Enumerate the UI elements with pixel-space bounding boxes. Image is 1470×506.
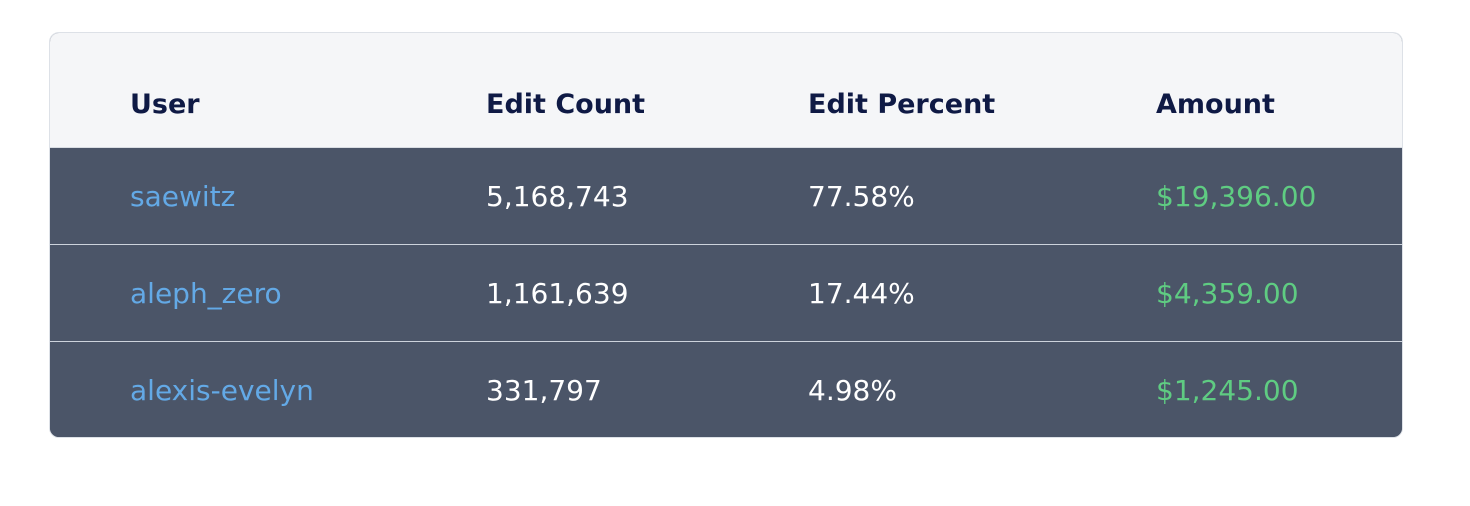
edit-count-cell: 331,797 xyxy=(486,374,602,407)
edit-percent-cell: 4.98% xyxy=(808,374,897,407)
edit-percent-cell: 77.58% xyxy=(808,179,915,213)
table-row: aleph_zero 1,161,639 17.44% $4,359.00 xyxy=(50,245,1402,342)
table-header-row: User Edit Count Edit Percent Amount xyxy=(50,33,1402,148)
table-row: saewitz 5,168,743 77.58% $19,396.00 xyxy=(50,148,1402,245)
amount-cell: $19,396.00 xyxy=(1156,179,1317,213)
edits-table: User Edit Count Edit Percent Amount saew… xyxy=(49,32,1403,438)
header-user: User xyxy=(130,88,200,120)
user-link[interactable]: alexis-evelyn xyxy=(130,374,314,407)
edit-count-cell: 1,161,639 xyxy=(486,276,629,310)
edit-count-cell: 5,168,743 xyxy=(486,179,629,213)
header-edit-percent: Edit Percent xyxy=(808,88,996,120)
table-row: alexis-evelyn 331,797 4.98% $1,245.00 xyxy=(50,342,1402,437)
header-edit-count: Edit Count xyxy=(486,88,646,120)
amount-cell: $4,359.00 xyxy=(1156,276,1299,310)
edit-percent-cell: 17.44% xyxy=(808,276,915,310)
header-amount: Amount xyxy=(1156,88,1275,120)
user-cell: alexis-evelyn xyxy=(130,342,314,437)
user-link[interactable]: aleph_zero xyxy=(130,276,282,310)
amount-cell: $1,245.00 xyxy=(1156,374,1299,407)
user-cell: aleph_zero xyxy=(130,245,282,341)
user-link[interactable]: saewitz xyxy=(130,179,236,213)
user-cell: saewitz xyxy=(130,148,235,244)
